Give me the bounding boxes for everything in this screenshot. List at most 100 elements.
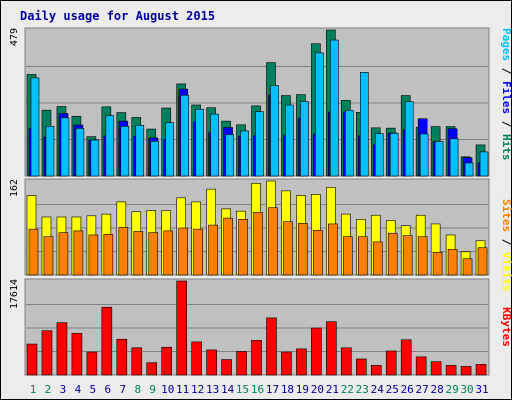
legend-part: Files xyxy=(500,81,512,114)
ymax-label-hits: 479 xyxy=(9,28,20,46)
bars-kbytes xyxy=(26,280,487,376)
bar-pages-day-14 xyxy=(225,134,234,177)
x-label-day-23: 23 xyxy=(356,383,369,396)
bar-pages-day-15 xyxy=(240,130,249,177)
bar-sites-day-3 xyxy=(58,232,69,276)
bar-pages-day-27 xyxy=(419,133,429,177)
bar-sites-day-28 xyxy=(432,252,443,276)
bars-hits-files-pages xyxy=(26,29,489,177)
bar-kbytes-day-29 xyxy=(445,365,457,376)
bar-pages-day-16 xyxy=(255,111,264,177)
legend-part: Hits xyxy=(500,134,512,161)
bar-pages-day-25 xyxy=(389,133,399,177)
x-axis-labels: 1 2 3 4 5 6 7 8 9 10 11 12 13 14 15 16 17 18 19 20 21 22 23 24 2… xyxy=(30,383,489,396)
x-label-day-8: 8 xyxy=(134,383,141,396)
bar-kbytes-day-7 xyxy=(116,338,128,376)
bar-pages-day-18 xyxy=(285,104,294,177)
bar-pages-day-4 xyxy=(75,128,85,177)
bar-sites-day-23 xyxy=(357,236,368,276)
bar-pages-day-10 xyxy=(165,122,175,177)
bar-sites-day-4 xyxy=(73,230,84,276)
bar-kbytes-day-14 xyxy=(221,359,232,376)
bar-kbytes-day-26 xyxy=(400,339,412,376)
legend-part: Sites xyxy=(500,199,512,232)
legend-kbytes: KBytes xyxy=(500,307,512,347)
bar-sites-day-16 xyxy=(253,212,263,276)
bar-sites-day-20 xyxy=(313,230,323,276)
bar-sites-day-8 xyxy=(133,231,144,276)
x-label-day-6: 6 xyxy=(105,383,112,396)
bar-sites-day-1 xyxy=(28,228,39,276)
bar-kbytes-day-27 xyxy=(415,356,427,376)
chart-title: Daily usage for August 2015 xyxy=(20,9,215,23)
bar-sites-day-12 xyxy=(193,228,203,276)
x-label-day-16: 16 xyxy=(251,383,264,396)
bar-pages-day-6 xyxy=(105,115,115,177)
bar-kbytes-day-11 xyxy=(176,280,187,376)
bar-kbytes-day-24 xyxy=(370,365,382,376)
bar-pages-day-9 xyxy=(150,140,160,177)
bar-pages-day-1 xyxy=(30,77,40,177)
x-label-day-22: 22 xyxy=(341,383,354,396)
bar-pages-day-21 xyxy=(330,39,339,177)
bar-kbytes-day-22 xyxy=(341,347,352,376)
bar-kbytes-day-31 xyxy=(475,364,487,376)
bar-kbytes-day-5 xyxy=(86,351,98,376)
bar-sites-day-19 xyxy=(298,223,308,276)
bar-kbytes-day-15 xyxy=(236,351,247,376)
bar-kbytes-day-13 xyxy=(206,349,217,376)
bar-sites-day-27 xyxy=(417,236,428,276)
panel-visits-sites: 162 Sites / Visits xyxy=(9,178,512,292)
bar-kbytes-day-12 xyxy=(191,341,202,376)
bar-pages-day-24 xyxy=(374,133,384,177)
bars-visits-sites xyxy=(26,180,488,276)
x-label-day-1: 1 xyxy=(30,383,37,396)
x-label-day-7: 7 xyxy=(119,383,126,396)
ymax-label-kbytes: 17614 xyxy=(9,279,20,309)
bar-sites-day-11 xyxy=(178,227,188,276)
x-label-day-11: 11 xyxy=(176,383,189,396)
x-label-day-17: 17 xyxy=(266,383,279,396)
bar-kbytes-day-18 xyxy=(281,351,292,376)
x-label-day-15: 15 xyxy=(236,383,249,396)
x-label-day-2: 2 xyxy=(45,383,52,396)
bar-pages-day-28 xyxy=(434,141,444,177)
x-label-day-9: 9 xyxy=(149,383,156,396)
bar-sites-day-15 xyxy=(238,218,248,276)
bar-kbytes-day-21 xyxy=(326,321,337,376)
bar-kbytes-day-8 xyxy=(131,347,143,376)
x-label-day-12: 12 xyxy=(191,383,204,396)
bar-kbytes-day-1 xyxy=(26,343,38,376)
bar-sites-day-31 xyxy=(477,247,488,276)
bar-pages-day-11 xyxy=(180,94,189,177)
legend-visits-sites: Sites / Visits xyxy=(500,199,512,292)
bar-pages-day-31 xyxy=(479,151,489,177)
bar-pages-day-8 xyxy=(135,125,145,177)
bar-kbytes-day-9 xyxy=(146,362,158,376)
bar-sites-day-7 xyxy=(118,227,129,276)
bar-sites-day-10 xyxy=(163,230,174,276)
x-label-day-18: 18 xyxy=(281,383,294,396)
x-label-day-24: 24 xyxy=(371,383,385,396)
x-label-day-13: 13 xyxy=(206,383,219,396)
bar-pages-day-22 xyxy=(345,110,354,177)
bar-pages-day-23 xyxy=(359,72,369,177)
x-label-day-19: 19 xyxy=(296,383,309,396)
bar-pages-day-26 xyxy=(404,101,414,177)
legend-part: / xyxy=(500,114,512,134)
bar-sites-day-2 xyxy=(43,236,54,276)
bar-sites-day-17 xyxy=(268,207,278,276)
bar-kbytes-day-10 xyxy=(161,346,173,376)
bar-kbytes-day-16 xyxy=(251,340,262,376)
legend-part: / xyxy=(500,232,512,252)
bar-sites-day-29 xyxy=(447,249,458,276)
x-label-day-3: 3 xyxy=(60,383,67,396)
bar-sites-day-14 xyxy=(223,217,233,276)
bar-kbytes-day-17 xyxy=(266,317,277,376)
x-label-day-10: 10 xyxy=(161,383,174,396)
bar-sites-day-24 xyxy=(372,241,383,276)
bar-kbytes-day-4 xyxy=(71,333,83,376)
bar-sites-day-6 xyxy=(103,234,114,276)
bar-sites-day-18 xyxy=(283,221,293,276)
